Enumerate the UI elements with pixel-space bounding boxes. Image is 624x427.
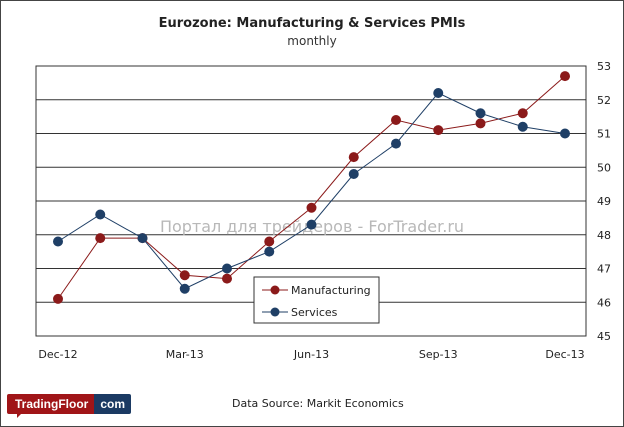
services-point xyxy=(517,121,528,132)
manufacturing-point xyxy=(348,152,359,163)
manufacturing-point xyxy=(560,71,570,82)
y-tick-label: 52 xyxy=(597,94,611,107)
legend-services-label: Services xyxy=(291,306,338,319)
services-point xyxy=(433,88,444,98)
manufacturing-point xyxy=(475,118,486,129)
y-tick-label: 49 xyxy=(597,195,611,208)
legend-manufacturing-label: Manufacturing xyxy=(291,284,371,297)
manufacturing-point xyxy=(179,270,190,281)
y-tick-label: 50 xyxy=(597,161,611,174)
services-point xyxy=(179,283,190,294)
services-point xyxy=(475,108,486,119)
y-tick-label: 51 xyxy=(597,128,611,141)
manufacturing-point xyxy=(95,233,106,244)
legend-manufacturing-marker xyxy=(270,285,280,295)
services-point xyxy=(264,246,275,257)
x-tick-label: Sep-13 xyxy=(419,348,458,361)
manufacturing-point xyxy=(517,108,528,119)
manufacturing-point xyxy=(433,125,444,136)
logo-right: com xyxy=(94,394,132,414)
services-point xyxy=(137,233,148,244)
manufacturing-point xyxy=(53,293,63,304)
legend: Manufacturing Services xyxy=(253,276,380,324)
x-tick-label: Dec-12 xyxy=(38,348,77,361)
services-point xyxy=(222,263,232,274)
services-point xyxy=(560,128,570,139)
tradingfloor-logo: TradingFloor com xyxy=(7,394,132,418)
y-tick-label: 47 xyxy=(597,263,611,276)
manufacturing-point xyxy=(391,115,401,125)
manufacturing-point xyxy=(222,273,232,284)
y-tick-label: 53 xyxy=(597,60,611,73)
y-tick-label: 46 xyxy=(597,296,611,309)
services-point xyxy=(391,138,401,149)
x-tick-label: Dec-13 xyxy=(545,348,584,361)
logo-left: TradingFloor xyxy=(7,394,95,414)
y-tick-label: 48 xyxy=(597,229,611,242)
services-point xyxy=(348,169,359,179)
x-tick-label: Jun-13 xyxy=(293,348,329,361)
manufacturing-point xyxy=(264,236,275,247)
data-source: Data Source: Markit Economics xyxy=(232,397,404,410)
chart-title: Eurozone: Manufacturing & Services PMIs xyxy=(159,16,466,31)
legend-services-marker xyxy=(270,307,280,317)
services-point xyxy=(95,209,106,220)
services-point xyxy=(306,219,317,230)
chart-subtitle: monthly xyxy=(287,34,336,48)
manufacturing-point xyxy=(306,202,317,213)
y-tick-label: 45 xyxy=(597,330,611,343)
x-tick-label: Mar-13 xyxy=(166,348,204,361)
services-point xyxy=(53,236,63,247)
